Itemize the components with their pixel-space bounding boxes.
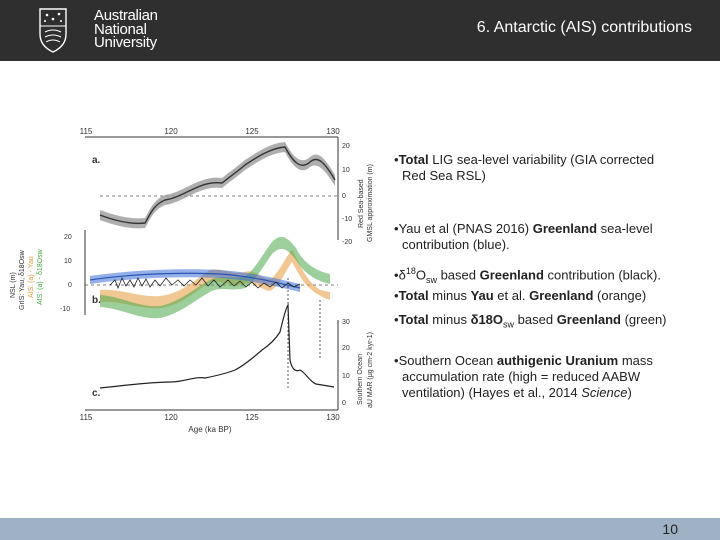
panel-label-b: b. [92,295,101,306]
c-tick-0: 0 [342,400,346,407]
a-tick-20: 20 [342,143,350,150]
bottom-tick-125: 125 [245,413,259,422]
bullet-d18o-greenland: •δ18Osw based Greenland contribution (bl… [394,266,661,285]
top-tick-130: 130 [326,127,340,136]
c-axis-label-1: Southern Ocean [357,354,364,405]
bullet-total-minus-yau: •Total minus Yau et al. Greenland (orang… [394,288,647,303]
b-tick-0: 0 [68,282,72,289]
university-line-1: Australian [94,7,158,24]
b-tick-neg10: -10 [60,306,70,313]
header-bar: Australian National University 6. Antarc… [0,0,720,61]
top-tick-120: 120 [164,127,178,136]
bullet-southern-ocean: •Southern Ocean authigenic Uranium mass a… [394,353,653,400]
panel-c-line [99,302,335,389]
b-tick-10: 10 [64,258,72,265]
top-axis: 115 120 125 130 [80,127,341,136]
a-axis-label-1: Red Sea-based [358,179,365,228]
university-line-2: National [94,20,147,38]
bullet-total-minus-d18o: •Total minus δ18Osw based Greenland (gre… [394,312,667,330]
university-line-3: University [94,34,157,51]
bullet-total-lig: •Total LIG sea-level variability (GIA co… [394,152,655,183]
paleoclimate-figure: 115 120 125 130 115 120 125 130 Age (ka … [0,120,380,440]
page-number: 10 [662,521,678,537]
c-tick-30: 30 [342,319,350,326]
b-axis-label-1: NSL (m) [10,272,17,298]
top-tick-125: 125 [245,127,259,136]
b-tick-20: 20 [64,234,72,241]
bottom-tick-115: 115 [80,413,93,422]
c-tick-10: 10 [342,373,350,380]
b-axis-label-4: AIS: (a) - δ18Osw [37,248,44,305]
x-axis-label: Age (ka BP) [188,425,231,434]
panel-a-band [100,142,335,229]
b-axis-label-2: GrIS: Yau, δ18Osw [19,249,26,310]
figure-svg: 115 120 125 130 115 120 125 130 Age (ka … [10,127,374,434]
a-tick-0: 0 [342,193,346,200]
c-tick-20: 20 [342,345,350,352]
a-axis-label-2: GMSL approximation (m) [367,164,374,242]
b-axis-label-3: AIS: (a) - Yau [28,256,35,298]
bottom-tick-120: 120 [164,413,178,422]
footer-bar: 10 [0,518,720,540]
a-tick-10: 10 [342,167,350,174]
bullet-yau-greenland: •Yau et al (PNAS 2016) Greenland sea-lev… [394,221,653,252]
a-tick-neg20: -20 [342,239,352,246]
panel-label-c: c. [92,388,101,399]
bottom-tick-130: 130 [326,413,340,422]
crest-icon [39,8,67,53]
panel-label-a: a. [92,155,101,166]
bottom-axis: 115 120 125 130 Age (ka BP) [80,413,341,434]
anu-logo[interactable]: Australian National University [36,6,166,54]
a-tick-neg10: -10 [342,216,352,223]
c-axis-label-2: aU MAR (μg cm-2 kyr-1) [367,332,374,408]
panel-b-green-band [100,236,330,319]
panel-c-right-axis: 30 20 10 0 Southern Ocean aU MAR (μg cm-… [337,319,374,410]
panel-b-left-axis: 20 10 0 -10 NSL (m) GrIS: Yau, δ18Osw AI… [10,230,86,315]
slide-title: 6. Antarctic (AIS) contributions [476,19,692,36]
top-tick-115: 115 [80,127,93,136]
panel-a-line [99,146,336,225]
panel-b-blue-line [89,272,301,289]
panel-b-black-line [109,277,301,290]
university-name: Australian National University [94,7,158,51]
panel-a-right-axis: 20 10 0 -10 -20 Red Sea-based GMSL appro… [337,137,374,246]
